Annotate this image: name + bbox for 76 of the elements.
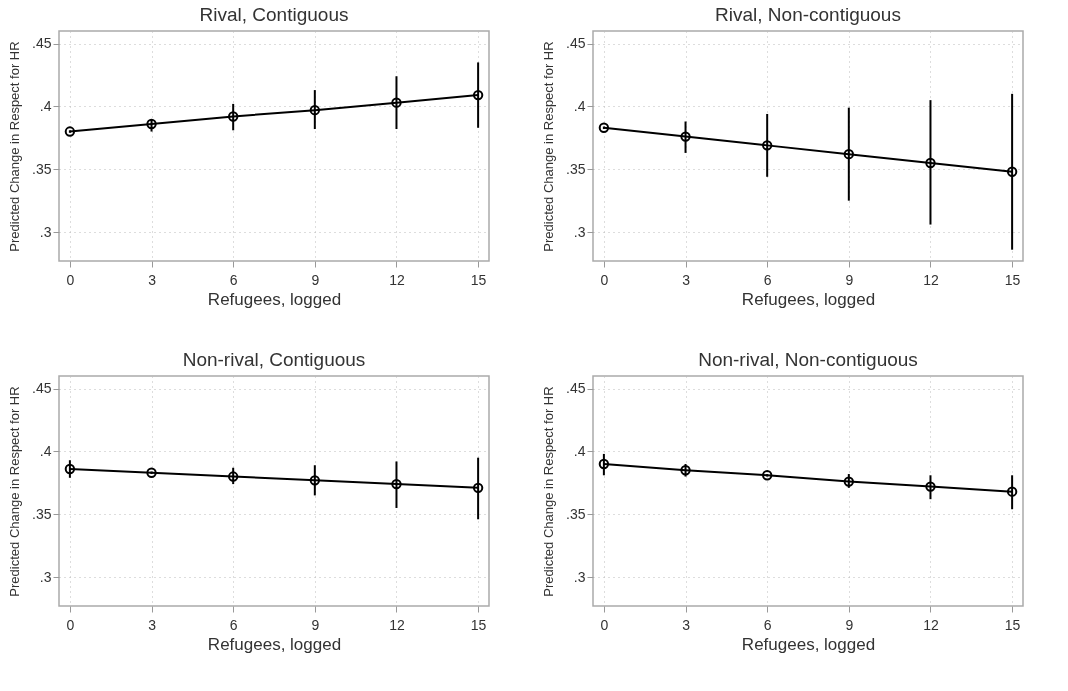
- x-tick-label: 15: [1004, 616, 1021, 633]
- y-tick-label: .35: [566, 160, 586, 177]
- point: [1006, 166, 1018, 177]
- x-tick-label: 9: [845, 271, 854, 288]
- point: [925, 157, 936, 169]
- point: [64, 463, 76, 475]
- y-tick-label: .3: [573, 223, 586, 240]
- y-tick-label: .3: [39, 568, 52, 585]
- y-tick-label: .35: [566, 505, 586, 522]
- point: [309, 105, 321, 116]
- point: [472, 482, 484, 494]
- y-tick-label: .35: [32, 505, 52, 522]
- x-tick-label: 6: [229, 271, 238, 288]
- y-axis-title: Predicted Change in Respect for HR: [541, 386, 557, 597]
- chart-title: Rival, Non-contiguous: [715, 4, 901, 25]
- chart-title: Non-rival, Contiguous: [182, 349, 366, 370]
- x-tick-label: 3: [682, 271, 691, 288]
- y-tick-label: .35: [32, 160, 52, 177]
- y-tick-label: .3: [573, 568, 586, 585]
- x-tick-label: 12: [389, 616, 405, 633]
- point: [680, 131, 691, 142]
- x-tick-label: 12: [923, 271, 939, 288]
- point: [843, 476, 855, 487]
- x-tick-label: 9: [845, 616, 854, 633]
- y-tick-label: .4: [573, 442, 586, 459]
- point: [472, 89, 484, 101]
- x-tick-label: 0: [600, 271, 609, 288]
- y-tick-label: .45: [566, 380, 586, 397]
- y-axis-title: Predicted Change in Respect for HR: [541, 41, 557, 252]
- point: [227, 111, 239, 122]
- x-tick-label: 6: [763, 616, 772, 633]
- point: [1006, 486, 1018, 497]
- chart-title: Rival, Contiguous: [199, 4, 349, 25]
- x-axis-title: Refugees, logged: [741, 289, 876, 309]
- x-axis-title: Refugees, logged: [207, 289, 342, 309]
- x-tick-label: 12: [923, 616, 939, 633]
- x-tick-label: 15: [1004, 271, 1021, 288]
- x-tick-label: 3: [682, 616, 691, 633]
- y-tick-label: .45: [32, 35, 52, 52]
- y-tick-label: .4: [39, 97, 52, 114]
- x-tick-label: 3: [148, 616, 157, 633]
- x-tick-label: 15: [470, 271, 487, 288]
- x-tick-label: 6: [229, 616, 238, 633]
- x-tick-label: 9: [311, 271, 320, 288]
- x-tick-label: 0: [600, 616, 609, 633]
- point: [680, 465, 691, 476]
- point: [761, 470, 773, 481]
- y-tick-label: .3: [39, 223, 52, 240]
- point: [843, 148, 855, 160]
- x-tick-label: 9: [311, 616, 320, 633]
- x-tick-label: 0: [66, 271, 75, 288]
- point: [146, 118, 157, 130]
- y-tick-label: .45: [566, 35, 586, 52]
- x-tick-label: 3: [148, 271, 157, 288]
- x-tick-label: 0: [66, 616, 75, 633]
- point: [598, 458, 610, 470]
- point: [309, 475, 321, 486]
- x-axis-title: Refugees, logged: [741, 634, 876, 654]
- chart-title: Non-rival, Non-contiguous: [698, 349, 918, 370]
- x-tick-label: 6: [763, 271, 772, 288]
- point: [391, 478, 402, 490]
- y-tick-label: .4: [39, 442, 52, 459]
- point: [925, 481, 936, 492]
- x-axis-title: Refugees, logged: [207, 634, 342, 654]
- point: [391, 97, 402, 108]
- point: [761, 140, 773, 151]
- point: [146, 467, 157, 478]
- point: [64, 126, 76, 137]
- y-tick-label: .45: [32, 380, 52, 397]
- x-tick-label: 12: [389, 271, 405, 288]
- y-axis-title: Predicted Change in Respect for HR: [7, 386, 23, 597]
- point: [227, 471, 239, 482]
- point: [598, 122, 610, 133]
- y-axis-title: Predicted Change in Respect for HR: [7, 41, 23, 252]
- x-tick-label: 15: [470, 616, 487, 633]
- y-tick-label: .4: [573, 97, 586, 114]
